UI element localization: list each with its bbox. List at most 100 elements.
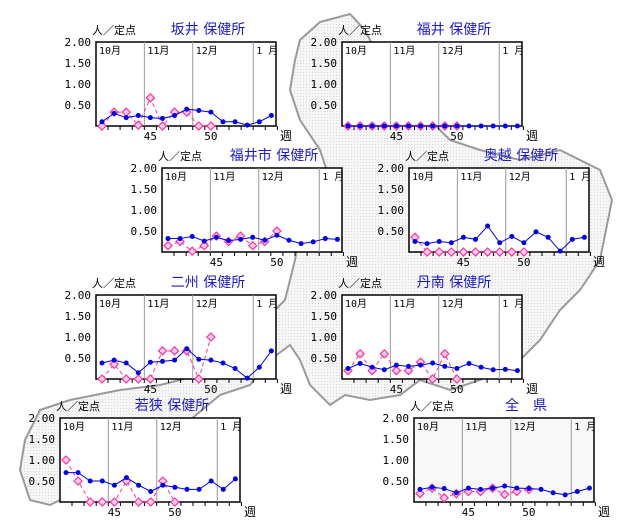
series-current-point [557, 248, 563, 254]
series-previous-point [97, 374, 107, 384]
series-current-point [111, 357, 117, 363]
month-label: 10月 [99, 298, 121, 310]
series-previous-point [439, 348, 450, 359]
y-tick-label: 1.00 [65, 331, 92, 344]
series-previous-point [439, 492, 450, 503]
y-tick-label: 0.50 [29, 475, 56, 488]
series-current-point [424, 241, 430, 247]
x-unit-label: 週 [593, 255, 605, 268]
series-current-point [478, 364, 484, 370]
month-label: 11月 [393, 298, 415, 310]
series-previous-point [121, 374, 132, 384]
series-current-point [244, 122, 250, 128]
month-label: 1 月 [322, 171, 344, 183]
series-current-point [502, 483, 508, 489]
series-previous-point [157, 121, 168, 131]
series-current-point [274, 232, 280, 238]
series-current-point [189, 233, 195, 239]
series-current-point [99, 119, 105, 125]
series-current-point [538, 486, 544, 492]
series-previous-point [193, 374, 204, 384]
series-current-point [220, 360, 226, 366]
chart-title: 福井 保健所 [417, 22, 491, 38]
series-previous-point [434, 247, 445, 257]
series-current-point [381, 367, 387, 373]
y-unit-label: 人／定点 [338, 276, 382, 290]
chart-title: 二州 保健所 [171, 275, 245, 291]
series-current-point [238, 236, 244, 242]
x-tick-label: 50 [517, 256, 530, 268]
series-current-point [369, 364, 375, 370]
series-current-point [417, 486, 423, 492]
series-current-point [165, 236, 171, 242]
series-current-point [345, 366, 351, 371]
series-previous-point [494, 247, 505, 257]
series-current-point [453, 490, 459, 496]
month-label: 11月 [465, 421, 487, 433]
series-previous-point [97, 497, 108, 507]
series-previous-point [133, 374, 144, 384]
series-current-point [430, 123, 436, 129]
series-current-point [533, 229, 539, 235]
y-tick-label: 1.00 [311, 78, 338, 91]
series-current-point [357, 360, 363, 366]
series-current-point [136, 482, 142, 488]
month-label: 1 月 [502, 45, 524, 57]
series-current-point [473, 236, 478, 242]
series-current-point [172, 113, 178, 118]
x-tick-label: 45 [390, 130, 403, 142]
series-current-point [485, 223, 491, 229]
y-tick-label: 0.50 [311, 99, 338, 112]
series-current-point [268, 113, 274, 118]
y-tick-label: 1.00 [383, 454, 410, 467]
plot-area [413, 417, 595, 503]
month-label: 10月 [345, 45, 367, 57]
y-unit-label: 人／定点 [158, 149, 202, 163]
series-current-point [256, 364, 262, 370]
series-current-point [213, 234, 219, 240]
month-label: 10月 [165, 171, 187, 183]
series-current-point [196, 107, 202, 113]
x-tick-label: 50 [450, 383, 463, 395]
chart-title: 福井市 保健所 [230, 147, 318, 164]
series-current-point [442, 363, 448, 369]
series-previous-point [247, 240, 258, 251]
y-tick-label: 1.50 [65, 57, 92, 70]
series-current-point [160, 482, 166, 488]
month-label: 10月 [63, 421, 85, 433]
y-tick-label: 0.50 [311, 352, 338, 365]
series-current-point [124, 475, 129, 481]
series-previous-point [379, 348, 390, 359]
series-current-point [562, 492, 568, 498]
y-tick-label: 2.00 [29, 412, 56, 425]
month-label: 12月 [160, 421, 182, 433]
series-current-point [418, 123, 424, 129]
y-unit-label: 人／定点 [338, 23, 382, 37]
series-current-point [441, 486, 447, 492]
series-previous-line [347, 352, 458, 380]
month-label: 12月 [514, 421, 536, 433]
series-current-point [160, 358, 165, 364]
series-current-point [99, 478, 105, 484]
series-previous-point [403, 365, 414, 376]
series-current-point [502, 123, 508, 129]
y-tick-label: 0.50 [378, 225, 405, 238]
series-current-point [418, 362, 424, 368]
series-current-point [310, 239, 316, 245]
month-label: 12月 [196, 45, 218, 57]
series-previous-point [157, 346, 168, 356]
series-previous-point [422, 247, 432, 257]
series-previous-point [506, 247, 517, 257]
month-label: 11月 [460, 171, 482, 183]
x-tick-label: 50 [204, 383, 217, 395]
series-current-point [262, 237, 268, 243]
x-tick-label: 45 [457, 256, 470, 268]
series-previous-point [145, 93, 156, 103]
series-current-point [147, 115, 153, 121]
series-current-point [393, 362, 399, 368]
series-current-point [208, 478, 214, 484]
series-current-point [75, 470, 81, 476]
series-current-point [160, 115, 165, 121]
series-current-point [184, 346, 190, 352]
x-unit-label: 週 [244, 505, 256, 518]
